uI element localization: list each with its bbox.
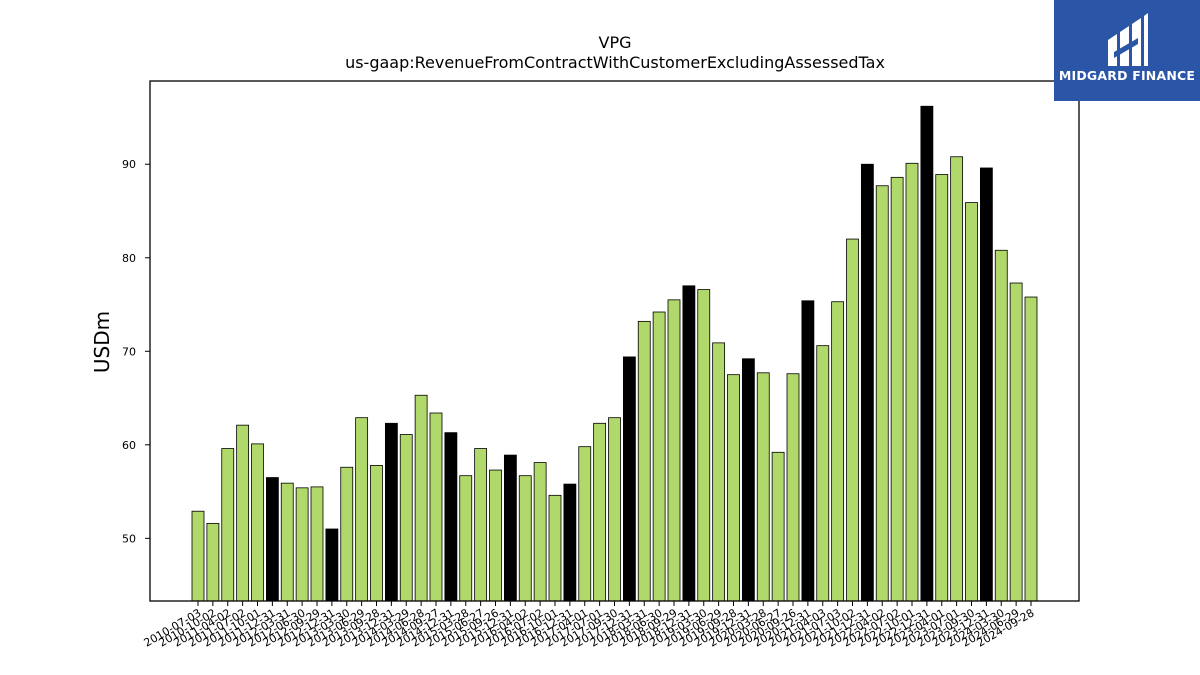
bar-2021-10-02 [846,238,859,602]
bar-2015-06-27 [474,448,488,602]
bar-2017-07-01 [593,422,607,602]
bar-2012-09-29 [310,486,324,602]
bar-2016-04-02 [518,475,532,602]
bar-2017-09-30 [608,417,621,602]
bar-2016-07-02 [533,462,547,602]
bar-2012-06-30 [295,487,309,602]
bar-2018-09-29 [667,299,681,602]
bar-2018-12-31 [682,285,696,602]
chart-title: VPG [599,33,632,52]
bar-2012-12-31 [325,528,339,602]
y-tick-label: 80 [122,252,136,265]
bar-2010-07-03 [191,510,205,602]
bar-2023-12-31 [979,167,993,602]
bar-2016-10-01 [548,494,562,602]
bar-2017-12-31 [622,356,636,602]
y-axis-label: USDm [90,311,114,373]
bar-2024-09-28 [1024,296,1038,602]
y-tick-label: 50 [122,532,136,545]
bar-2019-12-31 [741,358,755,602]
bar-2014-09-27 [429,412,443,602]
bar-2022-04-02 [875,185,889,602]
bar-2020-09-26 [786,373,800,602]
bars-group [191,105,1038,602]
bar-2023-09-30 [965,202,978,602]
bar-2017-04-01 [578,446,592,602]
bar-2021-07-03 [831,301,845,602]
bar-2021-12-31 [860,163,874,602]
y-tick-label: 90 [122,158,136,171]
bar-2023-04-01 [935,174,949,602]
bar-2014-12-31 [444,432,458,602]
bar-2018-06-30 [652,311,666,602]
brand-logo: MIDGARD FINANCE [1054,0,1200,101]
bar-2019-06-29 [712,342,726,602]
bar-2013-09-28 [370,464,383,602]
y-axis-ticks: 50 60 70 80 90 [122,158,150,545]
midgard-logo-icon [1108,13,1148,66]
bar-2015-03-28 [459,475,473,602]
x-axis-ticks: 2010-07-032010-10-022011-04-022011-07-02… [142,601,1037,650]
bar-2011-10-01 [251,443,264,602]
bar-2015-09-26 [489,469,502,602]
bar-2012-03-31 [280,482,294,602]
bar-2016-12-31 [563,483,577,602]
bar-2019-03-30 [697,289,711,602]
bar-2019-09-28 [727,374,740,602]
y-tick-label: 70 [122,345,136,358]
bar-2022-12-31 [920,105,934,602]
bar-2015-12-31 [503,454,517,602]
bar-2020-12-31 [801,300,815,602]
bar-2013-12-31 [384,422,398,602]
bar-2022-07-02 [890,176,904,602]
bar-2011-07-02 [236,424,250,602]
bar-2014-06-28 [414,394,428,602]
bar-2023-07-01 [950,156,964,602]
bar-2010-10-02 [206,522,220,602]
bar-2013-03-30 [340,466,354,602]
bar-2011-12-31 [265,477,279,602]
bar-2013-06-29 [355,417,369,602]
bar-2020-06-27 [771,451,785,602]
bar-2022-10-01 [905,162,919,602]
bar-2020-03-28 [756,372,770,602]
brand-name: MIDGARD FINANCE [1058,68,1196,83]
bar-2024-03-30 [994,249,1008,602]
bar-2024-06-29 [1009,282,1023,602]
y-tick-label: 60 [122,439,136,452]
plot-frame [149,80,1080,602]
bar-2021-04-03 [816,345,830,602]
bar-2011-04-02 [221,448,235,602]
bar-2014-03-29 [399,434,413,602]
bar-2018-03-31 [637,320,651,602]
chart-subtitle: us-gaap:RevenueFromContractWithCustomerE… [345,53,885,72]
